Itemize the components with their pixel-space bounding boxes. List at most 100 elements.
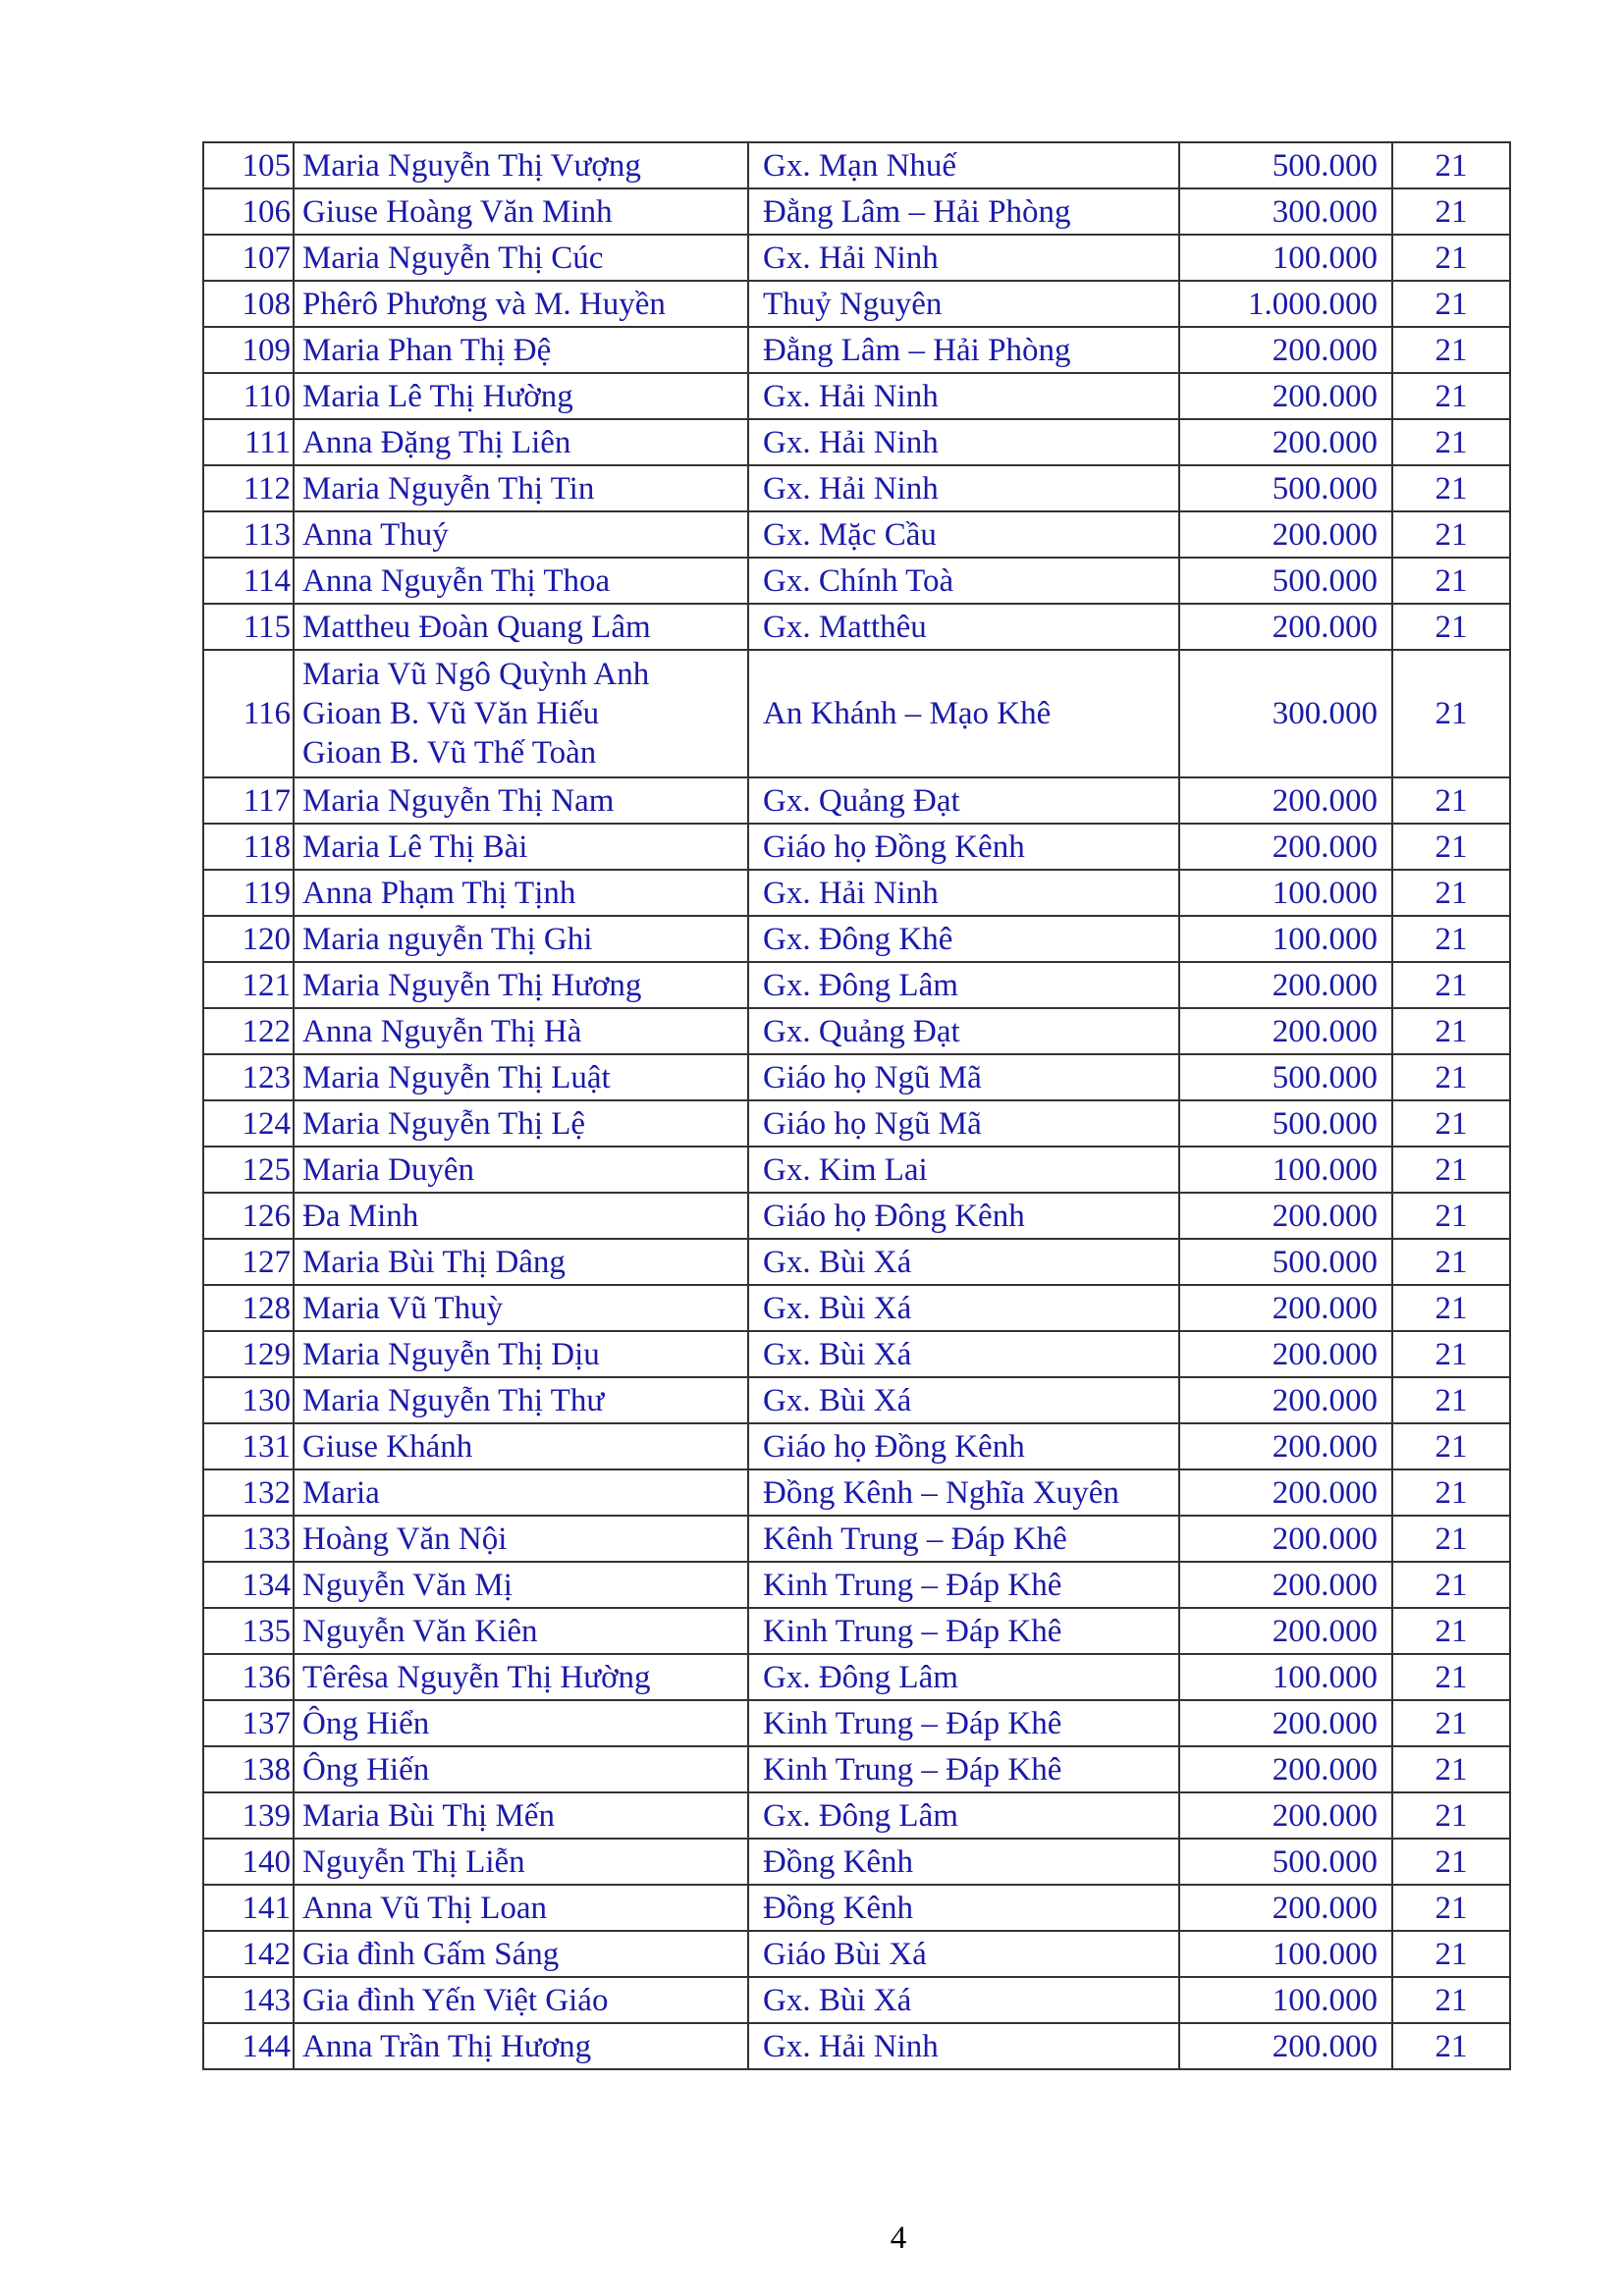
count: 21 <box>1391 1422 1511 1470</box>
amount: 200.000 <box>1178 1699 1393 1747</box>
donor-name: Phêrô Phương và M. Huyền <box>293 280 749 328</box>
amount: 200.000 <box>1178 1607 1393 1655</box>
donor-name: Maria Nguyễn Thị Thư <box>293 1376 749 1424</box>
table-row: 105 Maria Nguyễn Thị Vượng Gx. Mạn Nhuế 500… <box>202 141 1511 189</box>
count: 21 <box>1391 961 1511 1009</box>
amount: 200.000 <box>1178 1422 1393 1470</box>
parish: Đằng Lâm – Hải Phòng <box>747 326 1180 374</box>
donor-name-line: Nguyễn Văn Mị <box>302 1567 513 1603</box>
parish: Đồng Kênh – Nghĩa Xuyên <box>747 1468 1180 1517</box>
donor-name-line: Anna Đặng Thị Liên <box>302 424 571 460</box>
amount: 500.000 <box>1178 1238 1393 1286</box>
count: 21 <box>1391 1053 1511 1101</box>
row-number: 127 <box>202 1238 295 1286</box>
donor-name-line: Anna Trần Thị Hương <box>302 2028 592 2064</box>
count: 21 <box>1391 603 1511 651</box>
parish: Gx. Hải Ninh <box>747 234 1180 282</box>
count: 21 <box>1391 915 1511 963</box>
donor-name-line: Gioan B. Vũ Văn Hiếu <box>302 696 600 731</box>
parish: Gx. Hải Ninh <box>747 464 1180 512</box>
table-row: 133 Hoàng Văn Nội Kênh Trung – Đáp Khê 200.… <box>202 1515 1511 1563</box>
parish: Đồng Kênh <box>747 1838 1180 1886</box>
donor-name: Anna Đặng Thị Liên <box>293 418 749 466</box>
table-row: 141 Anna Vũ Thị Loan Đồng Kênh 200.000 21 <box>202 1884 1511 1932</box>
donor-name: Maria Duyên <box>293 1146 749 1194</box>
donor-name: Nguyễn Văn Kiên <box>293 1607 749 1655</box>
donor-name: Anna Trần Thị Hương <box>293 2022 749 2070</box>
parish: Thuỷ Nguyên <box>747 280 1180 328</box>
row-number: 138 <box>202 1745 295 1793</box>
table-row: 128 Maria Vũ Thuỳ Gx. Bùi Xá 200.000 21 <box>202 1284 1511 1332</box>
row-number: 133 <box>202 1515 295 1563</box>
table-row: 112 Maria Nguyễn Thị Tin Gx. Hải Ninh 500.0… <box>202 464 1511 512</box>
amount: 200.000 <box>1178 1561 1393 1609</box>
count: 21 <box>1391 187 1511 236</box>
donor-name-line: Gia đình Yến Việt Giáo <box>302 1982 609 2018</box>
row-number: 140 <box>202 1838 295 1886</box>
table-row: 143 Gia đình Yến Việt Giáo Gx. Bùi Xá 100.0… <box>202 1976 1511 2024</box>
donor-name: Gia đình Yến Việt Giáo <box>293 1976 749 2024</box>
table-row: 108 Phêrô Phương và M. Huyền Thuỷ Nguyên 1.… <box>202 280 1511 328</box>
amount: 500.000 <box>1178 464 1393 512</box>
donor-name: Anna Nguyễn Thị Thoa <box>293 557 749 605</box>
parish: Gx. Mạn Nhuế <box>747 141 1180 189</box>
donor-name-line: Maria Vũ Ngô Quỳnh Anh <box>302 657 650 692</box>
row-number: 108 <box>202 280 295 328</box>
count: 21 <box>1391 2022 1511 2070</box>
donor-name-line: Maria nguyễn Thị Ghi <box>302 921 593 957</box>
table-row: 123 Maria Nguyễn Thị Luật Giáo họ Ngũ Mã 50… <box>202 1053 1511 1101</box>
count: 21 <box>1391 1745 1511 1793</box>
table-row: 117 Maria Nguyễn Thị Nam Gx. Quảng Đạt 200.… <box>202 776 1511 825</box>
row-number: 121 <box>202 961 295 1009</box>
parish: Giáo họ Ngũ Mã <box>747 1053 1180 1101</box>
parish: Kinh Trung – Đáp Khê <box>747 1561 1180 1609</box>
table-row: 115 Mattheu Đoàn Quang Lâm Gx. Matthêu 200.… <box>202 603 1511 651</box>
donor-name-line: Maria Phan Thị Đệ <box>302 332 552 368</box>
count: 21 <box>1391 1930 1511 1978</box>
donor-name: Maria Vũ Thuỳ <box>293 1284 749 1332</box>
amount: 1.000.000 <box>1178 280 1393 328</box>
parish: An Khánh – Mạo Khê <box>747 649 1180 778</box>
count: 21 <box>1391 869 1511 917</box>
amount: 200.000 <box>1178 1884 1393 1932</box>
amount: 100.000 <box>1178 869 1393 917</box>
donor-name-line: Giuse Khánh <box>302 1428 473 1465</box>
donor-name: Maria nguyễn Thị Ghi <box>293 915 749 963</box>
donor-name: Maria Vũ Ngô Quỳnh Anh Gioan B. Vũ Văn Hi… <box>293 649 749 778</box>
row-number: 142 <box>202 1930 295 1978</box>
row-number: 139 <box>202 1791 295 1840</box>
count: 21 <box>1391 464 1511 512</box>
count: 21 <box>1391 1653 1511 1701</box>
donor-name-line: Đa Minh <box>302 1198 419 1234</box>
parish: Kênh Trung – Đáp Khê <box>747 1515 1180 1563</box>
table-row: 120 Maria nguyễn Thị Ghi Gx. Đông Khê 100.0… <box>202 915 1511 963</box>
row-number: 115 <box>202 603 295 651</box>
count: 21 <box>1391 1007 1511 1055</box>
count: 21 <box>1391 326 1511 374</box>
donor-name: Giuse Hoàng Văn Minh <box>293 187 749 236</box>
amount: 100.000 <box>1178 1146 1393 1194</box>
row-number: 124 <box>202 1099 295 1148</box>
table-row: 140 Nguyễn Thị Liễn Đồng Kênh 500.000 21 <box>202 1838 1511 1886</box>
amount: 200.000 <box>1178 961 1393 1009</box>
donor-name-line: Anna Thuý <box>302 516 449 553</box>
count: 21 <box>1391 1468 1511 1517</box>
donor-name-line: Ông Hiển <box>302 1705 430 1741</box>
amount: 100.000 <box>1178 915 1393 963</box>
count: 21 <box>1391 141 1511 189</box>
row-number: 116 <box>202 649 295 778</box>
donor-name-line: Anna Nguyễn Thị Hà <box>302 1013 582 1049</box>
parish: Gx. Kim Lai <box>747 1146 1180 1194</box>
donor-name: Maria Nguyễn Thị Nam <box>293 776 749 825</box>
row-number: 118 <box>202 823 295 871</box>
row-number: 141 <box>202 1884 295 1932</box>
row-number: 113 <box>202 510 295 559</box>
amount: 100.000 <box>1178 1653 1393 1701</box>
count: 21 <box>1391 1192 1511 1240</box>
parish: Gx. Bùi Xá <box>747 1238 1180 1286</box>
row-number: 143 <box>202 1976 295 2024</box>
donor-name: Maria Nguyễn Thị Cúc <box>293 234 749 282</box>
donor-name-line: Gia đình Gấm Sáng <box>302 1936 560 1972</box>
donor-name-line: Maria Vũ Thuỳ <box>302 1290 504 1326</box>
donor-name-line: Maria Nguyễn Thị Cúc <box>302 240 604 276</box>
